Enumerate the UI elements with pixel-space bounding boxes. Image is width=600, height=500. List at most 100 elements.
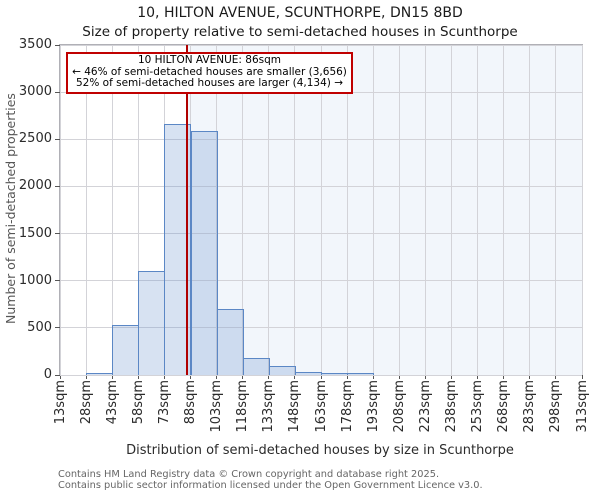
histogram-bar bbox=[190, 130, 218, 375]
y-tick-label: 500 bbox=[27, 319, 52, 335]
x-gridline bbox=[372, 45, 374, 375]
x-tick-label: 118sqm bbox=[235, 380, 251, 433]
x-tick-mark bbox=[242, 375, 244, 379]
histogram-bar bbox=[268, 365, 296, 375]
y-tick-label: 2000 bbox=[18, 178, 52, 194]
x-gridline bbox=[59, 45, 61, 375]
histogram-bar bbox=[138, 271, 166, 375]
x-tick-mark bbox=[59, 375, 61, 379]
y-tick-mark bbox=[55, 91, 60, 93]
annotation-line-3: 52% of semi-detached houses are larger (… bbox=[75, 77, 343, 89]
annotation-line-1: 10 HILTON AVENUE: 86sqm bbox=[137, 54, 282, 66]
x-tick-label: 208sqm bbox=[391, 380, 407, 433]
x-gridline bbox=[424, 45, 426, 375]
x-tick-label: 148sqm bbox=[287, 380, 303, 433]
shaded-region-larger bbox=[187, 45, 582, 375]
x-gridline bbox=[346, 45, 348, 375]
footer: Contains HM Land Registry data © Crown c… bbox=[58, 469, 483, 491]
x-tick-label: 133sqm bbox=[261, 380, 277, 433]
footer-line-1: Contains HM Land Registry data © Crown c… bbox=[58, 469, 440, 480]
x-tick-label: 178sqm bbox=[339, 380, 355, 433]
y-gridline bbox=[60, 44, 582, 46]
chart-titles: 10, HILTON AVENUE, SCUNTHORPE, DN15 8BD … bbox=[0, 4, 600, 41]
y-tick-mark bbox=[55, 280, 60, 282]
x-tick-label: 193sqm bbox=[365, 380, 381, 433]
x-tick-label: 73sqm bbox=[156, 380, 172, 425]
x-gridline bbox=[451, 45, 452, 375]
x-tick-label: 283sqm bbox=[522, 380, 538, 433]
y-tick-label: 3500 bbox=[18, 37, 52, 52]
x-tick-label: 103sqm bbox=[209, 380, 225, 433]
x-tick-mark bbox=[372, 375, 374, 379]
footer-line-2: Contains public sector information licen… bbox=[58, 479, 483, 491]
x-tick-label: 163sqm bbox=[313, 380, 329, 433]
histogram-bar bbox=[242, 357, 270, 375]
y-tick-mark bbox=[55, 138, 60, 140]
histogram-bar bbox=[216, 309, 244, 375]
x-tick-mark bbox=[451, 375, 452, 379]
histogram-bar bbox=[321, 373, 349, 375]
x-tick-label: 298sqm bbox=[548, 380, 564, 433]
x-tick-label: 13sqm bbox=[52, 380, 68, 425]
x-tick-mark bbox=[424, 375, 426, 379]
x-gridline bbox=[85, 45, 87, 375]
y-tick-label: 1500 bbox=[18, 225, 52, 241]
x-gridline bbox=[503, 45, 505, 375]
x-tick-mark bbox=[85, 375, 87, 379]
x-tick-mark bbox=[398, 375, 400, 379]
y-gridline bbox=[60, 327, 582, 329]
x-tick-mark bbox=[190, 375, 191, 379]
x-axis-title: Distribution of semi-detached houses by … bbox=[126, 443, 514, 458]
x-tick-mark bbox=[529, 375, 531, 379]
x-gridline bbox=[242, 45, 244, 375]
histogram-bar bbox=[294, 372, 322, 375]
histogram-bar bbox=[112, 325, 140, 375]
x-tick-mark bbox=[503, 375, 505, 379]
y-tick-mark bbox=[55, 374, 60, 376]
annotation-box: 10 HILTON AVENUE: 86sqm ← 46% of semi-de… bbox=[66, 52, 353, 94]
x-tick-mark bbox=[581, 375, 583, 379]
annotation-line-2: ← 46% of semi-detached houses are smalle… bbox=[72, 65, 347, 78]
y-tick-label: 3000 bbox=[18, 84, 52, 100]
x-tick-label: 223sqm bbox=[417, 380, 433, 433]
property-size-marker-line bbox=[186, 45, 189, 375]
x-tick-label: 238sqm bbox=[444, 380, 459, 433]
x-tick-label: 88sqm bbox=[183, 380, 198, 425]
y-tick-label: 1000 bbox=[18, 272, 52, 288]
y-tick-mark bbox=[55, 185, 60, 187]
x-tick-mark bbox=[477, 375, 479, 379]
x-gridline bbox=[398, 45, 400, 375]
x-tick-label: 28sqm bbox=[78, 380, 94, 425]
y-gridline bbox=[60, 233, 582, 235]
y-tick-mark bbox=[55, 233, 60, 235]
x-gridline bbox=[294, 45, 296, 375]
x-tick-mark bbox=[111, 375, 113, 379]
x-tick-label: 43sqm bbox=[104, 380, 120, 425]
x-gridline bbox=[320, 45, 322, 375]
x-tick-mark bbox=[268, 375, 270, 379]
y-tick-label: 2500 bbox=[18, 131, 52, 147]
x-tick-mark bbox=[294, 375, 296, 379]
x-tick-mark bbox=[555, 375, 557, 379]
x-tick-label: 313sqm bbox=[574, 380, 590, 433]
page-subtitle: Size of property relative to semi-detach… bbox=[82, 24, 518, 40]
histogram-bar bbox=[347, 373, 375, 375]
x-tick-label: 58sqm bbox=[130, 380, 146, 425]
x-tick-mark bbox=[163, 375, 165, 379]
x-gridline bbox=[555, 45, 557, 375]
page-title: 10, HILTON AVENUE, SCUNTHORPE, DN15 8BD bbox=[137, 5, 463, 21]
y-tick-mark bbox=[55, 44, 60, 46]
y-tick-mark bbox=[55, 327, 60, 329]
y-tick-label: 0 bbox=[43, 367, 52, 382]
x-gridline bbox=[111, 45, 113, 375]
x-tick-mark bbox=[216, 375, 218, 379]
plot-area: 313sqm 298sqm 283sqm 268sqm 253sqm 238sqm 223s… bbox=[19, 37, 590, 433]
y-gridline bbox=[60, 280, 582, 282]
y-gridline bbox=[60, 185, 582, 187]
y-gridline bbox=[60, 374, 582, 376]
y-gridline bbox=[60, 138, 582, 140]
x-gridline bbox=[268, 45, 270, 375]
x-tick-mark bbox=[137, 375, 139, 379]
histogram-bar bbox=[86, 373, 114, 375]
